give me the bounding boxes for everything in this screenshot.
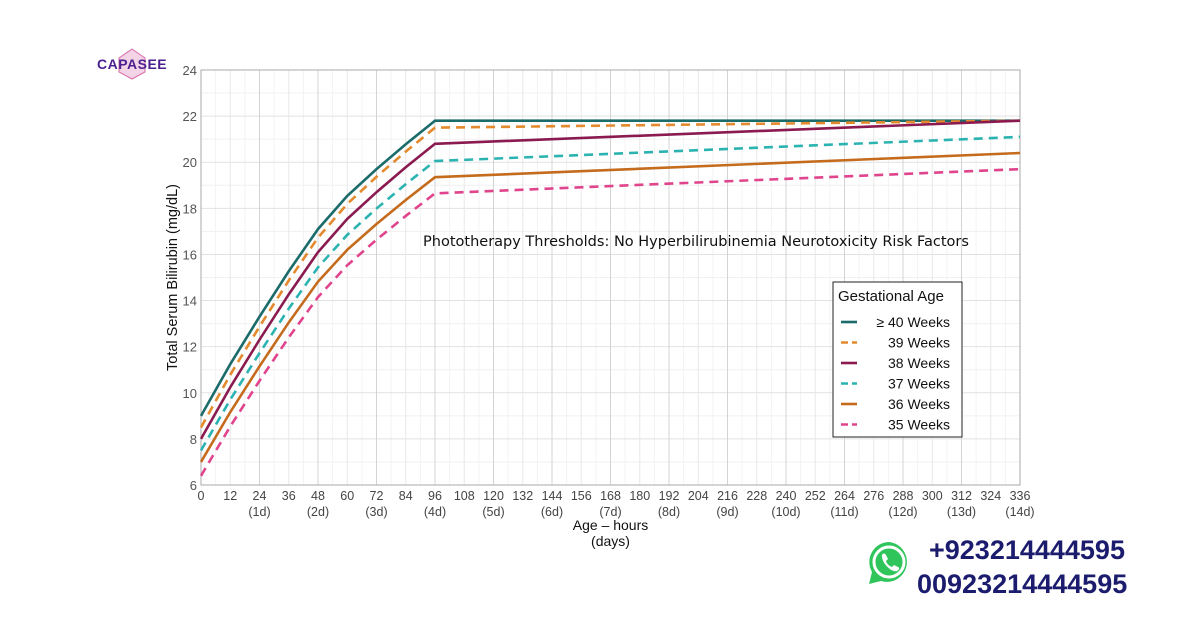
whatsapp-icon[interactable] (865, 539, 913, 587)
x-tick-label: 168 (600, 489, 621, 503)
logo-emblem-icon (118, 48, 146, 80)
series-line-2 (199, 119, 1021, 440)
x-tick-label: 324 (980, 489, 1001, 503)
x-tick-label: 60 (340, 489, 354, 503)
series-line-4 (199, 151, 1021, 463)
x-tick-label: 228 (746, 489, 767, 503)
x-tick-label: 300 (922, 489, 943, 503)
x-tick-label: 288 (893, 489, 914, 503)
x-day-label: (6d) (541, 505, 563, 519)
y-tick-label: 22 (183, 109, 197, 124)
x-tick-label: 252 (805, 489, 826, 503)
y-tick-label: 12 (183, 340, 197, 355)
x-tick-label: 216 (717, 489, 738, 503)
y-tick-label: 20 (183, 155, 197, 170)
y-tick-label: 14 (183, 294, 197, 309)
x-tick-label: 204 (688, 489, 709, 503)
chart-annotation: Phototherapy Thresholds: No Hyperbilirub… (423, 234, 969, 250)
x-tick-label: 276 (863, 489, 884, 503)
x-day-label: (5d) (482, 505, 504, 519)
y-tick-label: 6 (190, 478, 197, 493)
y-tick-label: 24 (183, 63, 197, 78)
x-tick-label: 240 (776, 489, 797, 503)
y-axis-label: Total Serum Bilirubin (mg/dL) (165, 184, 181, 371)
x-tick-label: 312 (951, 489, 972, 503)
legend-box (832, 281, 963, 438)
x-axis-sublabel: (days) (591, 533, 630, 549)
legend-label: 37 Weeks (888, 376, 950, 392)
phone-number-2[interactable]: 00923214444595 (917, 569, 1128, 599)
x-day-label: (10d) (771, 505, 800, 519)
phone-number-1[interactable]: +923214444595 (929, 535, 1125, 565)
x-day-label: (8d) (658, 505, 680, 519)
y-tick-label: 8 (190, 432, 197, 447)
x-tick-label: 120 (483, 489, 504, 503)
x-day-label: (12d) (888, 505, 917, 519)
x-day-label: (14d) (1005, 505, 1034, 519)
x-tick-label: 192 (659, 489, 680, 503)
x-tick-label: 108 (454, 489, 475, 503)
x-tick-label: 180 (629, 489, 650, 503)
x-day-label: (1d) (248, 505, 270, 519)
legend-label: 39 Weeks (888, 335, 950, 351)
series-line-5 (199, 167, 1021, 477)
x-tick-label: 36 (282, 489, 296, 503)
legend-label: ≥ 40 Weeks (876, 314, 950, 330)
legend-label: 38 Weeks (888, 355, 950, 371)
x-tick-label: 144 (542, 489, 563, 503)
x-tick-label: 84 (399, 489, 413, 503)
legend-title: Gestational Age (838, 288, 944, 305)
legend-label: 36 Weeks (888, 396, 950, 412)
x-tick-label: 264 (834, 489, 855, 503)
x-day-label: (9d) (716, 505, 738, 519)
x-tick-label: 24 (253, 489, 267, 503)
y-tick-label: 16 (183, 247, 197, 262)
series-line-0 (199, 119, 1020, 417)
x-tick-label: 12 (223, 489, 237, 503)
x-day-label: (3d) (365, 505, 387, 519)
x-day-label: (11d) (830, 505, 858, 519)
x-tick-label: 336 (1010, 489, 1031, 503)
x-tick-label: 72 (370, 489, 384, 503)
x-tick-label: 96 (428, 489, 442, 503)
x-tick-label: 132 (512, 489, 533, 503)
x-axis-label: Age – hours (573, 517, 649, 533)
y-tick-label: 10 (183, 386, 197, 401)
x-tick-label: 0 (198, 489, 205, 503)
x-day-label: (13d) (947, 505, 976, 519)
series-line-1 (199, 119, 1021, 428)
logo-text: CAPASEE (97, 56, 168, 72)
capasee-logo: CAPASEE (97, 48, 167, 80)
x-tick-label: 48 (311, 489, 325, 503)
x-day-label: (4d) (424, 505, 446, 519)
x-tick-label: 156 (571, 489, 592, 503)
y-tick-label: 18 (183, 201, 197, 216)
x-day-label: (7d) (599, 505, 621, 519)
plot-border (200, 69, 1021, 486)
legend-label: 35 Weeks (888, 417, 950, 433)
x-day-label: (2d) (307, 505, 329, 519)
